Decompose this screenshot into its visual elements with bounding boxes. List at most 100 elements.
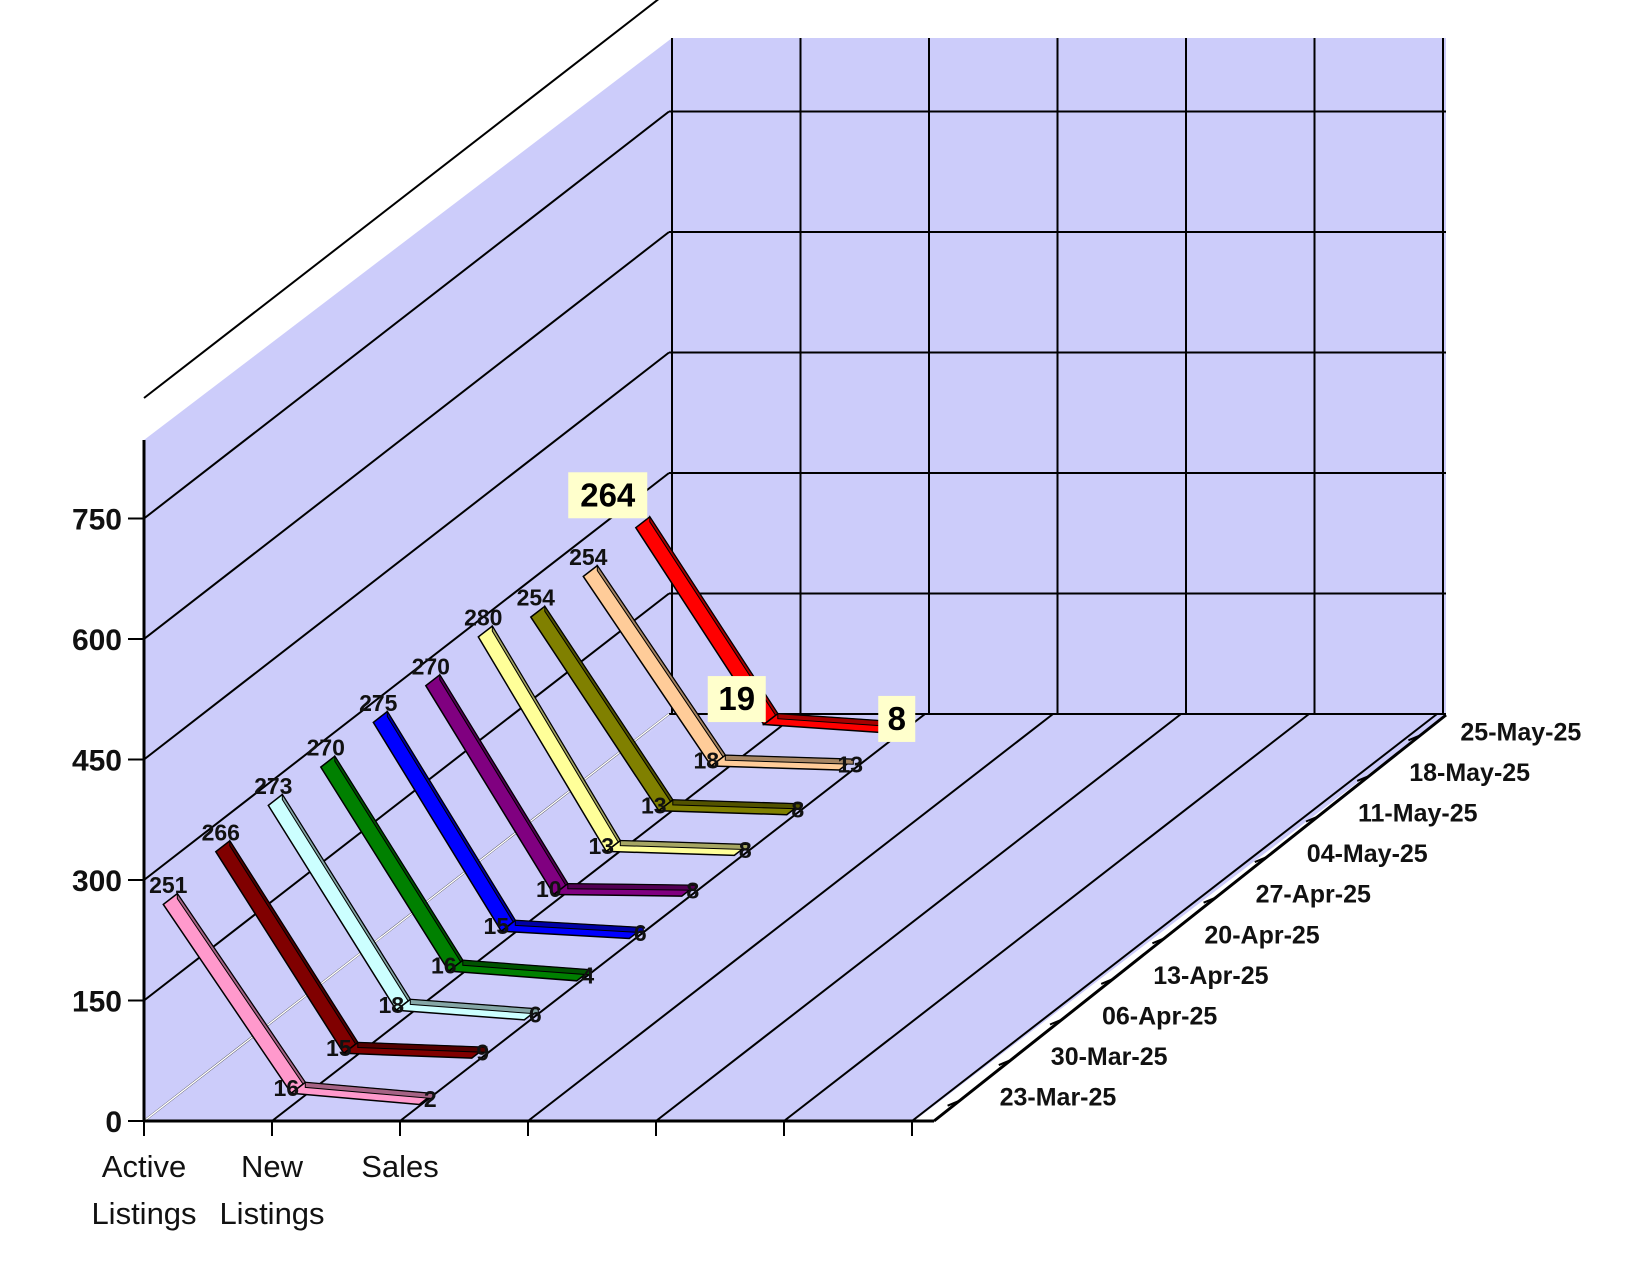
data-label: 6 xyxy=(529,1001,542,1027)
chart-walls xyxy=(144,38,1446,1121)
data-label: 4 xyxy=(581,962,594,988)
chart-data-labels: 251 16 2 266 15 9 273 18 6 270 16 4 275 15 6 270 10 8 280 1… xyxy=(149,472,916,1112)
series-segment-edge xyxy=(462,959,592,976)
data-label: 2 xyxy=(424,1086,437,1112)
x-category-label: New xyxy=(241,1149,304,1184)
series-line-18-May-25 xyxy=(582,563,856,771)
data-label: 254 xyxy=(569,544,608,570)
depth-date-label: 06-Apr-25 xyxy=(1102,1003,1217,1031)
floor-gridline xyxy=(783,713,1310,1122)
depth-tick-mark xyxy=(998,1059,1012,1067)
data-label: 13 xyxy=(641,792,667,818)
y-tick-label: 150 xyxy=(72,986,122,1019)
x-category-label: Sales xyxy=(361,1149,439,1184)
side-gridline xyxy=(143,110,670,520)
back-wall xyxy=(672,38,1446,715)
data-label: 15 xyxy=(326,1035,352,1061)
data-label: 8 xyxy=(791,796,804,822)
data-label: 8 xyxy=(888,700,906,737)
series-line-23-Mar-25 xyxy=(162,891,436,1106)
series-segment-edge xyxy=(304,1081,434,1100)
series-segment-edge xyxy=(724,754,854,765)
side-wall xyxy=(144,38,672,1121)
side-gridline xyxy=(143,231,670,640)
depth-tick-mark xyxy=(1305,815,1319,823)
data-label: 266 xyxy=(202,819,240,845)
chart-series xyxy=(162,515,908,1106)
data-label: 15 xyxy=(483,913,509,939)
data-label: 18 xyxy=(693,748,719,774)
floor-gridline xyxy=(655,713,1182,1122)
series-segment-edge xyxy=(409,998,539,1015)
series-line-13-Apr-25 xyxy=(319,754,593,982)
data-label: 19 xyxy=(718,680,755,717)
data-label: 251 xyxy=(149,872,188,898)
data-label: 13 xyxy=(837,752,863,778)
series-segment-edge xyxy=(567,883,697,891)
data-label: 13 xyxy=(588,833,614,859)
chart-axes: 0 150 300 450 600 750 Active Listings New Listing… xyxy=(72,440,1581,1231)
depth-date-label: 20-Apr-25 xyxy=(1204,921,1319,949)
series-line-04-May-25 xyxy=(477,624,751,857)
data-label: 18 xyxy=(378,992,404,1018)
data-label: 8 xyxy=(686,878,699,904)
series-line-20-Apr-25 xyxy=(372,709,646,940)
data-label-box xyxy=(707,676,766,723)
data-label: 9 xyxy=(476,1040,489,1066)
depth-date-label: 27-Apr-25 xyxy=(1256,881,1371,909)
floor-gridline xyxy=(911,713,1438,1122)
data-label: 10 xyxy=(536,876,562,902)
y-tick-label: 450 xyxy=(72,745,122,778)
depth-tick-mark xyxy=(1100,977,1114,985)
series-segment-edge xyxy=(619,840,749,851)
data-label: 254 xyxy=(517,585,556,611)
series-segment-edge xyxy=(672,799,802,810)
side-gridline xyxy=(143,0,660,399)
series-segment-edge xyxy=(514,919,644,934)
depth-tick-mark xyxy=(1356,774,1370,782)
y-tick-label: 300 xyxy=(72,865,122,898)
y-tick-label: 0 xyxy=(105,1106,122,1139)
x-category-label: Listings xyxy=(91,1196,196,1231)
series-line-30-Mar-25 xyxy=(214,839,488,1059)
depth-tick-mark xyxy=(1203,896,1216,904)
data-label: 280 xyxy=(464,605,502,631)
side-gridline xyxy=(143,351,670,761)
data-label: 16 xyxy=(431,953,457,979)
series-line-27-Apr-25 xyxy=(424,673,698,897)
depth-tick-mark xyxy=(1049,1018,1063,1026)
floor-gridline xyxy=(399,713,926,1122)
data-label: 264 xyxy=(580,476,636,513)
depth-date-label: 13-Apr-25 xyxy=(1153,962,1268,990)
data-label: 275 xyxy=(359,690,398,716)
data-label: 8 xyxy=(739,837,752,863)
side-gridline xyxy=(143,472,670,881)
x-category-label: Active xyxy=(102,1149,186,1184)
data-label-box xyxy=(568,472,648,519)
y-tick-label: 600 xyxy=(72,624,122,657)
depth-date-label: 23-Mar-25 xyxy=(1000,1084,1117,1112)
data-label-box xyxy=(878,695,916,742)
depth-date-label: 30-Mar-25 xyxy=(1051,1043,1168,1071)
depth-tick-mark xyxy=(1152,937,1165,945)
depth-tick-mark xyxy=(1254,856,1268,864)
data-label: 16 xyxy=(273,1075,299,1101)
series-line-25-May-25 xyxy=(634,515,908,735)
data-label: 6 xyxy=(634,920,647,946)
depth-axis-line xyxy=(933,713,1447,1123)
data-label: 273 xyxy=(254,773,292,799)
depth-date-label: 25-May-25 xyxy=(1460,718,1581,746)
data-label: 270 xyxy=(412,653,450,679)
data-label: 270 xyxy=(307,735,345,761)
depth-date-label: 18-May-25 xyxy=(1409,759,1530,787)
depth-tick-mark xyxy=(1408,734,1421,742)
series-line-11-May-25 xyxy=(529,604,803,816)
depth-date-label: 04-May-25 xyxy=(1307,840,1428,868)
series-line-06-Apr-25 xyxy=(267,792,541,1021)
floor-gridline xyxy=(527,713,1054,1122)
series-segment-edge xyxy=(357,1041,487,1053)
depth-tick-mark xyxy=(947,1099,960,1107)
x-category-label: Listings xyxy=(219,1196,324,1231)
floor xyxy=(144,715,1446,1121)
